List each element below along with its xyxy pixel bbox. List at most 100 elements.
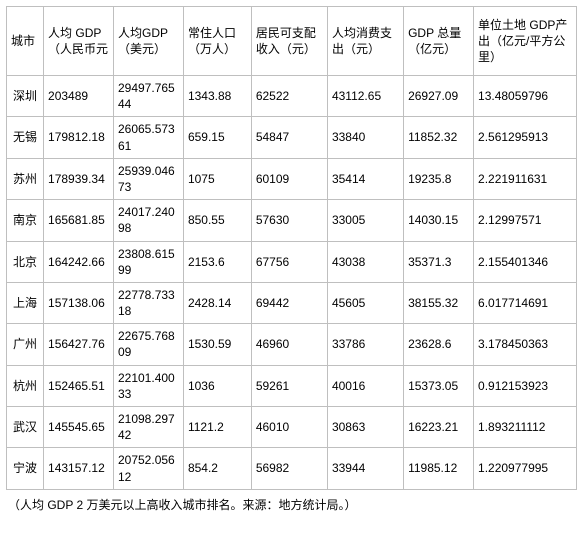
cell-city: 北京 (7, 241, 44, 282)
cell-value: 1036 (183, 365, 251, 406)
cell-value: 46960 (251, 324, 327, 365)
cell-value: 43038 (327, 241, 403, 282)
table-row: 北京164242.6623808.615992153.6677564303835… (7, 241, 577, 282)
table-row: 南京165681.8524017.24098850.55576303300514… (7, 200, 577, 241)
cell-city: 上海 (7, 282, 44, 323)
col-header-population: 常住人口（万人） (183, 7, 251, 76)
cell-city: 深圳 (7, 76, 44, 117)
col-header-gdp-per-land: 单位土地 GDP产出（亿元/平方公里） (474, 7, 577, 76)
cell-value: 22101.40033 (113, 365, 183, 406)
cell-value: 143157.12 (44, 448, 114, 489)
table-row: 杭州152465.5122101.40033103659261400161537… (7, 365, 577, 406)
col-header-gdp-usd: 人均GDP（美元） (113, 7, 183, 76)
cell-value: 164242.66 (44, 241, 114, 282)
col-header-gdp-total: GDP 总量（亿元） (404, 7, 474, 76)
cell-city: 广州 (7, 324, 44, 365)
cell-value: 25939.04673 (113, 158, 183, 199)
cell-value: 21098.29742 (113, 407, 183, 448)
cell-value: 2.561295913 (474, 117, 577, 158)
table-row: 武汉145545.6521098.297421121.2460103086316… (7, 407, 577, 448)
cell-value: 35414 (327, 158, 403, 199)
cell-value: 3.178450363 (474, 324, 577, 365)
cell-value: 2.221911631 (474, 158, 577, 199)
cell-value: 11985.12 (404, 448, 474, 489)
cell-value: 152465.51 (44, 365, 114, 406)
cell-value: 35371.3 (404, 241, 474, 282)
cell-value: 54847 (251, 117, 327, 158)
cell-city: 苏州 (7, 158, 44, 199)
cell-value: 40016 (327, 365, 403, 406)
cell-value: 13.48059796 (474, 76, 577, 117)
col-header-income: 居民可支配收入（元） (251, 7, 327, 76)
cell-value: 19235.8 (404, 158, 474, 199)
cell-value: 56982 (251, 448, 327, 489)
table-row: 苏州178939.3425939.04673107560109354141923… (7, 158, 577, 199)
cell-value: 854.2 (183, 448, 251, 489)
table-header-row: 城市 人均 GDP（人民币元 人均GDP（美元） 常住人口（万人） 居民可支配收… (7, 7, 577, 76)
cell-value: 69442 (251, 282, 327, 323)
cell-value: 1.220977995 (474, 448, 577, 489)
cell-value: 1121.2 (183, 407, 251, 448)
cell-value: 24017.24098 (113, 200, 183, 241)
footnote-text: （人均 GDP 2 万美元以上高收入城市排名。来源：地方统计局。） (6, 490, 577, 515)
cell-value: 62522 (251, 76, 327, 117)
cell-value: 45605 (327, 282, 403, 323)
cell-value: 14030.15 (404, 200, 474, 241)
table-row: 上海157138.0622778.733182428.1469442456053… (7, 282, 577, 323)
cell-value: 46010 (251, 407, 327, 448)
cell-value: 57630 (251, 200, 327, 241)
cell-value: 60109 (251, 158, 327, 199)
cell-value: 156427.76 (44, 324, 114, 365)
cell-value: 850.55 (183, 200, 251, 241)
cell-value: 178939.34 (44, 158, 114, 199)
table-row: 深圳20348929497.765441343.886252243112.652… (7, 76, 577, 117)
cell-value: 157138.06 (44, 282, 114, 323)
cell-value: 33840 (327, 117, 403, 158)
cell-city: 杭州 (7, 365, 44, 406)
cell-value: 6.017714691 (474, 282, 577, 323)
cell-value: 23628.6 (404, 324, 474, 365)
cell-value: 33786 (327, 324, 403, 365)
cell-value: 16223.21 (404, 407, 474, 448)
table-row: 宁波143157.1220752.05612854.25698233944119… (7, 448, 577, 489)
table-row: 广州156427.7622675.768091530.5946960337862… (7, 324, 577, 365)
cell-value: 43112.65 (327, 76, 403, 117)
cell-value: 22778.73318 (113, 282, 183, 323)
cell-value: 2428.14 (183, 282, 251, 323)
cell-value: 1075 (183, 158, 251, 199)
cell-value: 29497.76544 (113, 76, 183, 117)
cell-value: 145545.65 (44, 407, 114, 448)
cell-city: 武汉 (7, 407, 44, 448)
cell-value: 26927.09 (404, 76, 474, 117)
gdp-ranking-table: 城市 人均 GDP（人民币元 人均GDP（美元） 常住人口（万人） 居民可支配收… (6, 6, 577, 490)
cell-value: 11852.32 (404, 117, 474, 158)
cell-value: 67756 (251, 241, 327, 282)
cell-value: 0.912153923 (474, 365, 577, 406)
cell-value: 179812.18 (44, 117, 114, 158)
cell-city: 宁波 (7, 448, 44, 489)
cell-value: 1343.88 (183, 76, 251, 117)
cell-value: 33944 (327, 448, 403, 489)
cell-value: 15373.05 (404, 365, 474, 406)
cell-value: 30863 (327, 407, 403, 448)
col-header-expense: 人均消费支出（元） (327, 7, 403, 76)
cell-city: 南京 (7, 200, 44, 241)
cell-value: 2153.6 (183, 241, 251, 282)
cell-value: 1530.59 (183, 324, 251, 365)
cell-value: 203489 (44, 76, 114, 117)
cell-value: 23808.61599 (113, 241, 183, 282)
cell-value: 38155.32 (404, 282, 474, 323)
col-header-gdp-rmb: 人均 GDP（人民币元 (44, 7, 114, 76)
cell-value: 22675.76809 (113, 324, 183, 365)
table-body: 深圳20348929497.765441343.886252243112.652… (7, 76, 577, 490)
cell-value: 1.893211112 (474, 407, 577, 448)
col-header-city: 城市 (7, 7, 44, 76)
cell-value: 59261 (251, 365, 327, 406)
cell-value: 165681.85 (44, 200, 114, 241)
cell-value: 26065.57361 (113, 117, 183, 158)
cell-value: 2.155401346 (474, 241, 577, 282)
table-row: 无锡179812.1826065.57361659.15548473384011… (7, 117, 577, 158)
cell-value: 20752.05612 (113, 448, 183, 489)
cell-value: 659.15 (183, 117, 251, 158)
cell-value: 33005 (327, 200, 403, 241)
